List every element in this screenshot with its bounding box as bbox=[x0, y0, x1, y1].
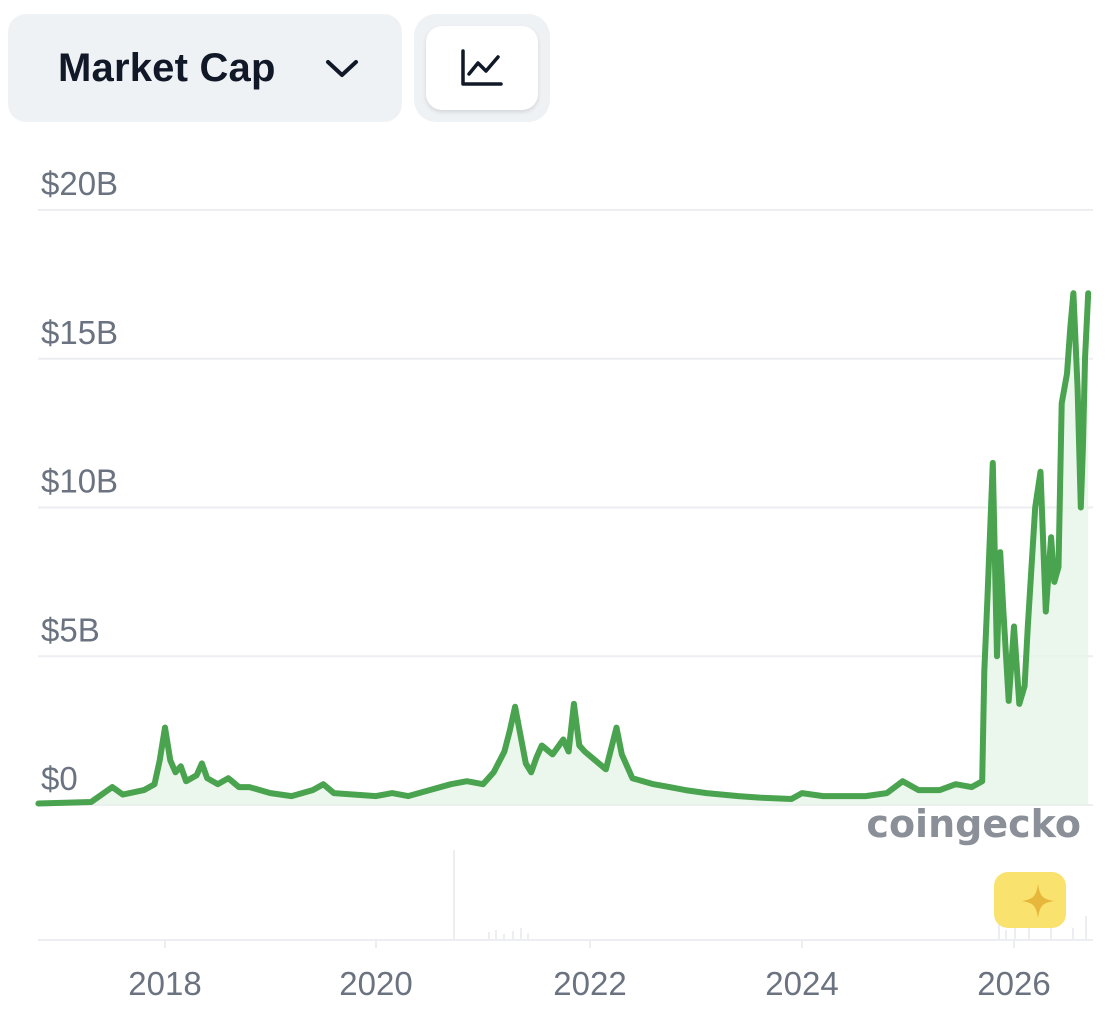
y-tick-label: $0 bbox=[41, 760, 78, 797]
watermark-logo: coingecko bbox=[866, 802, 1081, 846]
y-tick-label: $20B bbox=[41, 165, 118, 202]
volume-bar bbox=[1028, 926, 1030, 940]
y-tick-label: $10B bbox=[41, 463, 118, 500]
volume-bar bbox=[488, 932, 490, 940]
volume-bars bbox=[453, 850, 1087, 940]
volume-bar bbox=[495, 930, 497, 940]
volume-bar bbox=[503, 934, 505, 940]
x-axis-ticks: 2018 2020 2022 2024 2026 bbox=[128, 940, 1051, 1002]
line-chart-button[interactable] bbox=[426, 26, 538, 110]
volume-bar bbox=[520, 928, 522, 940]
volume-bar bbox=[527, 933, 529, 940]
market-cap-line bbox=[35, 290, 1092, 807]
metric-selector[interactable]: Market Cap bbox=[8, 14, 402, 122]
sparkle-icon[interactable] bbox=[994, 872, 1066, 928]
chevron-down-icon bbox=[326, 60, 358, 77]
volume-bar bbox=[1050, 920, 1052, 940]
y-tick-label: $5B bbox=[41, 611, 100, 648]
chart-type-toggle-group bbox=[414, 14, 550, 122]
volume-bar bbox=[1072, 928, 1074, 940]
x-tick-label: 2024 bbox=[765, 965, 838, 1002]
volume-bar bbox=[998, 924, 1000, 940]
volume-bar bbox=[1005, 930, 1007, 940]
volume-bar bbox=[1014, 918, 1016, 940]
market-cap-area bbox=[38, 293, 1089, 805]
metric-label: Market Cap bbox=[58, 45, 276, 90]
line-chart-icon bbox=[461, 49, 503, 86]
x-tick-label: 2026 bbox=[977, 965, 1050, 1002]
x-tick-label: 2018 bbox=[128, 965, 201, 1002]
x-tick-label: 2020 bbox=[339, 965, 412, 1002]
y-tick-label: $15B bbox=[41, 314, 118, 351]
x-tick-label: 2022 bbox=[553, 965, 626, 1002]
volume-bar bbox=[512, 931, 514, 940]
y-axis-ticks: $0 $5B $10B $15B $20B bbox=[41, 165, 118, 797]
volume-bar bbox=[453, 850, 455, 940]
volume-bar bbox=[1085, 916, 1087, 940]
